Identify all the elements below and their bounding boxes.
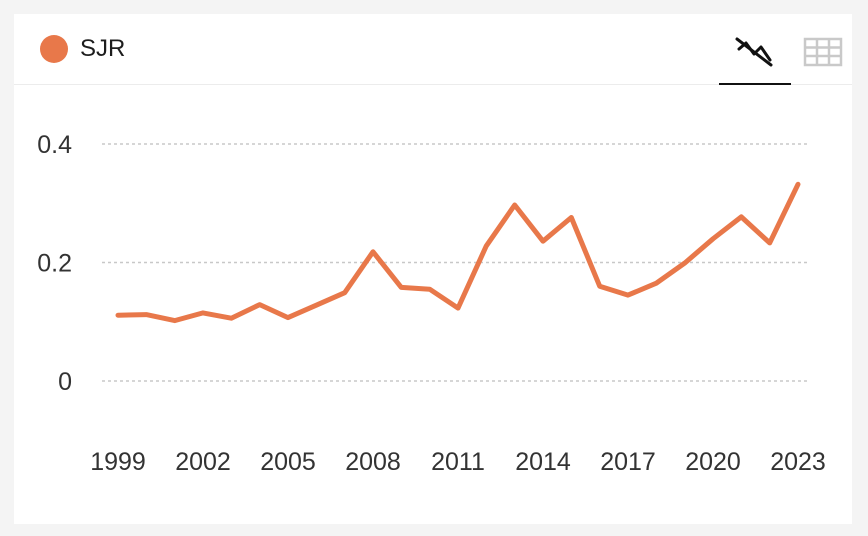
tab-table-view[interactable] [794,22,852,84]
x-tick-label: 2008 [345,448,401,476]
x-tick-label: 2011 [431,448,485,476]
x-tick-label: 2005 [260,448,316,476]
y-tick-label: 0.2 [37,250,72,278]
x-tick-label: 2017 [600,448,656,476]
x-tick-label: 2023 [770,448,826,476]
line-chart: 0 0.2 0.4 1999 2002 2005 2008 2011 2014 2017 2020 2… [37,131,826,476]
table-icon [803,37,843,67]
legend: SJR [40,34,125,64]
x-tick-label: 2014 [515,448,571,476]
y-tick-label: 0 [58,368,72,396]
x-tick-label: 2002 [175,448,231,476]
x-tick-label: 1999 [90,448,146,476]
chart-card: SJR 0 0.2 0.4 1999 2002 2005 2008 2011 2014 2017 2… [14,14,852,524]
tab-chart-view[interactable] [719,22,791,85]
series-line-sjr [115,181,801,324]
chart-header: SJR [14,14,852,85]
legend-marker [40,35,68,63]
y-tick-label: 0.4 [37,131,72,159]
line-chart-icon [735,37,773,67]
legend-label: SJR [80,35,126,62]
x-tick-label: 2020 [685,448,741,476]
